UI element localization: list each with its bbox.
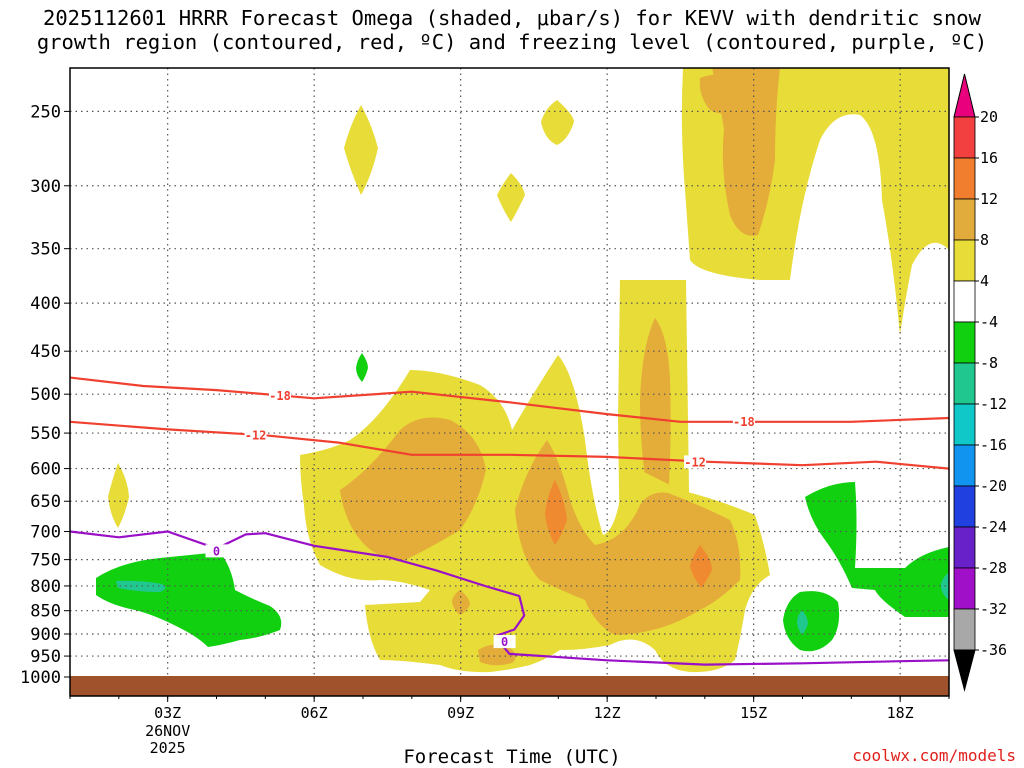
colorbar-bottom-arrow	[953, 649, 976, 692]
x-tick-year: 2025	[150, 739, 186, 757]
omega-core-14z	[690, 545, 712, 588]
contour-label-bg	[493, 635, 516, 649]
ground-below-surface	[70, 676, 949, 696]
y-tick-label-250: 250	[30, 102, 61, 122]
contours: -18 -18 -12 -12 0 0	[70, 376, 949, 666]
x-tick-label-03Z: 03Z	[154, 704, 181, 722]
y-tick-label-400: 400	[30, 294, 61, 314]
colorbar-band	[953, 239, 976, 282]
colorbar: 20 16 12 8 4 -4 -8 -12 -16 -20 -24 -28 -32 -36	[953, 73, 1007, 692]
y-tick-label-300: 300	[30, 177, 61, 197]
omega-neg-region-right	[805, 482, 949, 617]
y-axis-labels: 250 300 350 400 450 500 550 600 650 700 750 800 850 9…	[20, 102, 61, 688]
omega-neg-cell-450	[356, 353, 368, 382]
y-tick-label-700: 700	[30, 522, 61, 542]
omega-neg-core-left	[116, 580, 166, 592]
colorbar-label: -8	[980, 354, 998, 372]
x-tick-label-09Z: 09Z	[447, 704, 474, 722]
contour-label-bg	[268, 388, 291, 402]
omega-neg-core-16z	[797, 610, 808, 635]
y-tick-label-450: 450	[30, 342, 61, 362]
colorbar-band	[953, 526, 976, 569]
x-tick-label-18Z: 18Z	[887, 704, 914, 722]
x-tick-date: 26NOV	[145, 722, 190, 740]
colorbar-label: -16	[980, 436, 1007, 454]
x-axis-title: Forecast Time (UTC)	[403, 746, 621, 768]
colorbar-label: 8	[980, 231, 989, 249]
y-tick-label-750: 750	[30, 551, 61, 571]
colorbar-band	[953, 567, 976, 610]
omega-cell-290	[497, 173, 525, 222]
credit-text: coolwx.com/models	[852, 746, 1016, 765]
colorbar-band	[953, 198, 976, 241]
colorbar-band	[953, 403, 976, 446]
colorbar-band	[953, 444, 976, 487]
omega-cell-620	[108, 463, 129, 528]
colorbar-label: -20	[980, 477, 1007, 495]
contour-label: -12	[684, 455, 706, 469]
contour-label: -12	[245, 428, 267, 442]
colorbar-label: 16	[980, 149, 998, 167]
y-tick-label-650: 650	[30, 492, 61, 512]
grid	[64, 68, 950, 702]
y-tick-label-600: 600	[30, 460, 61, 480]
colorbar-label: 4	[980, 272, 989, 290]
colorbar-band	[953, 116, 976, 159]
y-tick-label-1000: 1000	[20, 668, 61, 688]
contour-label-bg	[244, 428, 267, 442]
chart-title: 2025112601 HRRR Forecast Omega (shaded, …	[36, 6, 988, 54]
contour-label: 0	[501, 635, 508, 649]
omega-core-11z	[545, 480, 567, 545]
omega-shading	[96, 68, 949, 673]
colorbar-band	[953, 157, 976, 200]
contour-line-0	[70, 376, 949, 423]
y-tick-label-900: 900	[30, 625, 61, 645]
plot-frame	[69, 67, 950, 697]
colorbar-band	[953, 321, 976, 364]
contour-label-bg	[684, 455, 707, 469]
contour-label: -18	[733, 415, 755, 429]
y-tick-label-350: 350	[30, 240, 61, 260]
colorbar-label: 12	[980, 190, 998, 208]
colorbar-band	[953, 280, 976, 323]
x-tick-label-15Z: 15Z	[740, 704, 767, 722]
omega-main-region-8-left	[340, 417, 486, 560]
contour-label: -18	[269, 389, 291, 403]
x-tick-label-06Z: 06Z	[301, 704, 328, 722]
contour-label-bg	[205, 544, 228, 558]
colorbar-label: 20	[980, 108, 998, 126]
y-tick-label-800: 800	[30, 577, 61, 597]
y-tick-label-550: 550	[30, 424, 61, 444]
colorbar-band	[953, 608, 976, 651]
omega-neg-region-left	[96, 552, 282, 647]
omega-cell-250	[344, 105, 378, 195]
x-tick-label-12Z: 12Z	[594, 704, 621, 722]
colorbar-label: -4	[980, 313, 998, 331]
colorbar-label: -28	[980, 559, 1007, 577]
colorbar-label: -32	[980, 600, 1007, 618]
colorbar-label: -12	[980, 395, 1007, 413]
contour-label: 0	[213, 544, 220, 558]
y-tick-label-950: 950	[30, 647, 61, 667]
colorbar-label: -24	[980, 518, 1007, 536]
contour-label-bg	[732, 414, 755, 428]
y-tick-label-850: 850	[30, 602, 61, 622]
omega-neg-region-16z	[783, 591, 840, 652]
colorbar-label: -36	[980, 641, 1007, 659]
colorbar-band	[953, 485, 976, 528]
contour-line-1	[70, 420, 949, 470]
y-tick-label-500: 500	[30, 385, 61, 405]
colorbar-top-arrow	[953, 73, 976, 118]
omega-region-upper-core	[699, 74, 746, 114]
colorbar-band	[953, 362, 976, 405]
